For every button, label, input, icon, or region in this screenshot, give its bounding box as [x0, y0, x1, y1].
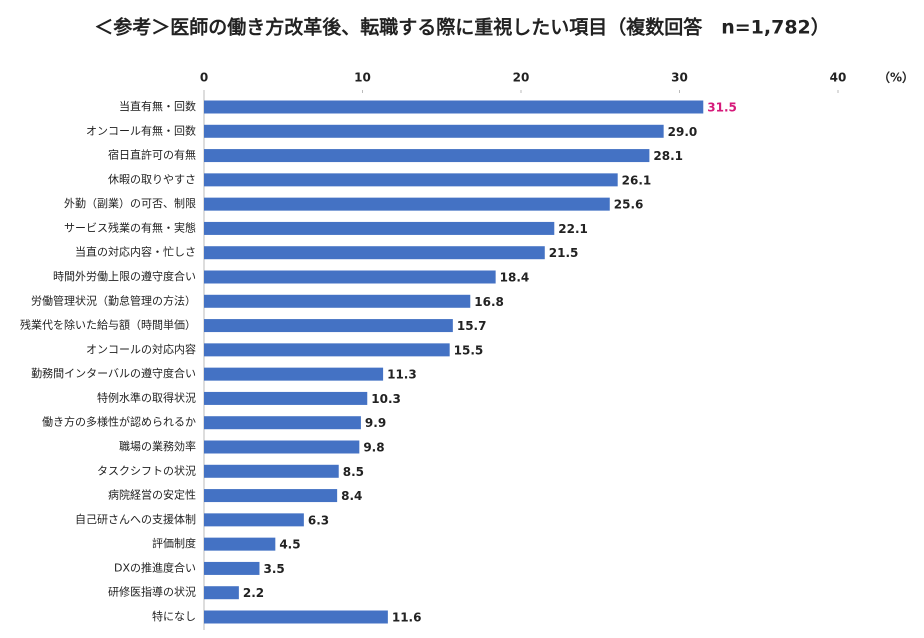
value-label: 15.7 — [457, 319, 487, 333]
x-tick-label: 10 — [354, 71, 371, 85]
value-label: 11.3 — [387, 368, 417, 382]
bar — [204, 100, 704, 114]
bar — [204, 343, 450, 357]
bar — [204, 246, 545, 260]
category-label: 休暇の取りやすさ — [108, 173, 196, 186]
x-tick-label: 40 — [830, 71, 847, 85]
value-label: 11.6 — [392, 611, 422, 625]
bar — [204, 489, 338, 503]
unit-label: （%） — [878, 70, 914, 85]
category-label: 宿日直許可の有無 — [108, 148, 196, 162]
category-label: 特例水準の取得状況 — [97, 390, 196, 404]
category-label: 研修医指導の状況 — [108, 585, 196, 599]
value-label: 3.5 — [263, 562, 284, 576]
value-label: 22.1 — [558, 222, 588, 236]
bar — [204, 124, 664, 138]
value-label: 6.3 — [308, 513, 329, 527]
value-label: 31.5 — [707, 101, 737, 115]
bar — [204, 197, 610, 211]
category-label: 外勤（副業）の可否、制限 — [64, 197, 196, 210]
bar — [204, 294, 471, 308]
bar — [204, 440, 360, 454]
category-label: オンコールの対応内容 — [86, 342, 196, 356]
bar — [204, 221, 555, 235]
bar — [204, 464, 339, 478]
category-label: DXの推進度合い — [114, 560, 196, 574]
category-label: 働き方の多様性が認められるか — [42, 415, 196, 429]
category-label: 残業代を除いた給与額（時間単価） — [20, 318, 196, 332]
category-label: 病院経営の安定性 — [108, 488, 196, 502]
value-label: 18.4 — [500, 271, 530, 285]
category-label: 勤務間インターバルの遵守度合い — [31, 366, 196, 380]
category-label: 自己研さんへの支援体制 — [75, 512, 196, 526]
bar — [204, 513, 304, 527]
value-label: 2.2 — [243, 586, 264, 600]
value-label: 15.5 — [454, 343, 484, 357]
category-label: 当直の対応内容・忙しさ — [75, 245, 196, 259]
category-label: 時間外労働上限の遵守度合い — [53, 269, 196, 283]
bar — [204, 586, 239, 600]
chart-title: ＜参考＞医師の働き方改革後、転職する際に重視したい項目（複数回答 n=1,782… — [94, 16, 830, 39]
category-label: オンコール有無・回数 — [86, 123, 196, 137]
bar — [204, 537, 276, 551]
category-label: 当直有無・回数 — [119, 99, 196, 113]
value-label: 8.4 — [341, 489, 362, 503]
value-label: 8.5 — [343, 465, 364, 479]
bar — [204, 173, 618, 187]
value-label: 21.5 — [549, 246, 579, 260]
x-tick-label: 0 — [200, 71, 208, 85]
value-label: 28.1 — [653, 149, 683, 163]
x-tick-label: 30 — [671, 71, 688, 85]
bar — [204, 610, 388, 624]
value-label: 25.6 — [614, 198, 644, 212]
bar — [204, 270, 496, 284]
value-label: 9.9 — [365, 416, 386, 430]
bar — [204, 367, 384, 381]
category-label: タスクシフトの状況 — [97, 463, 196, 477]
value-label: 9.8 — [363, 441, 384, 455]
bar — [204, 416, 361, 430]
bar — [204, 149, 650, 163]
value-label: 4.5 — [279, 538, 300, 552]
category-label: サービス残業の有無・実態 — [64, 220, 196, 234]
x-tick-label: 20 — [513, 71, 530, 85]
value-label: 16.8 — [474, 295, 504, 309]
bar — [204, 391, 368, 405]
bar — [204, 319, 453, 333]
category-label: 労働管理状況（勤怠管理の方法） — [31, 293, 196, 307]
value-label: 29.0 — [668, 125, 698, 139]
category-label: 職場の業務効率 — [119, 439, 196, 453]
bar — [204, 561, 260, 575]
category-label: 特になし — [152, 609, 196, 623]
value-label: 10.3 — [371, 392, 401, 406]
value-label: 26.1 — [622, 173, 652, 187]
category-label: 評価制度 — [152, 536, 196, 550]
